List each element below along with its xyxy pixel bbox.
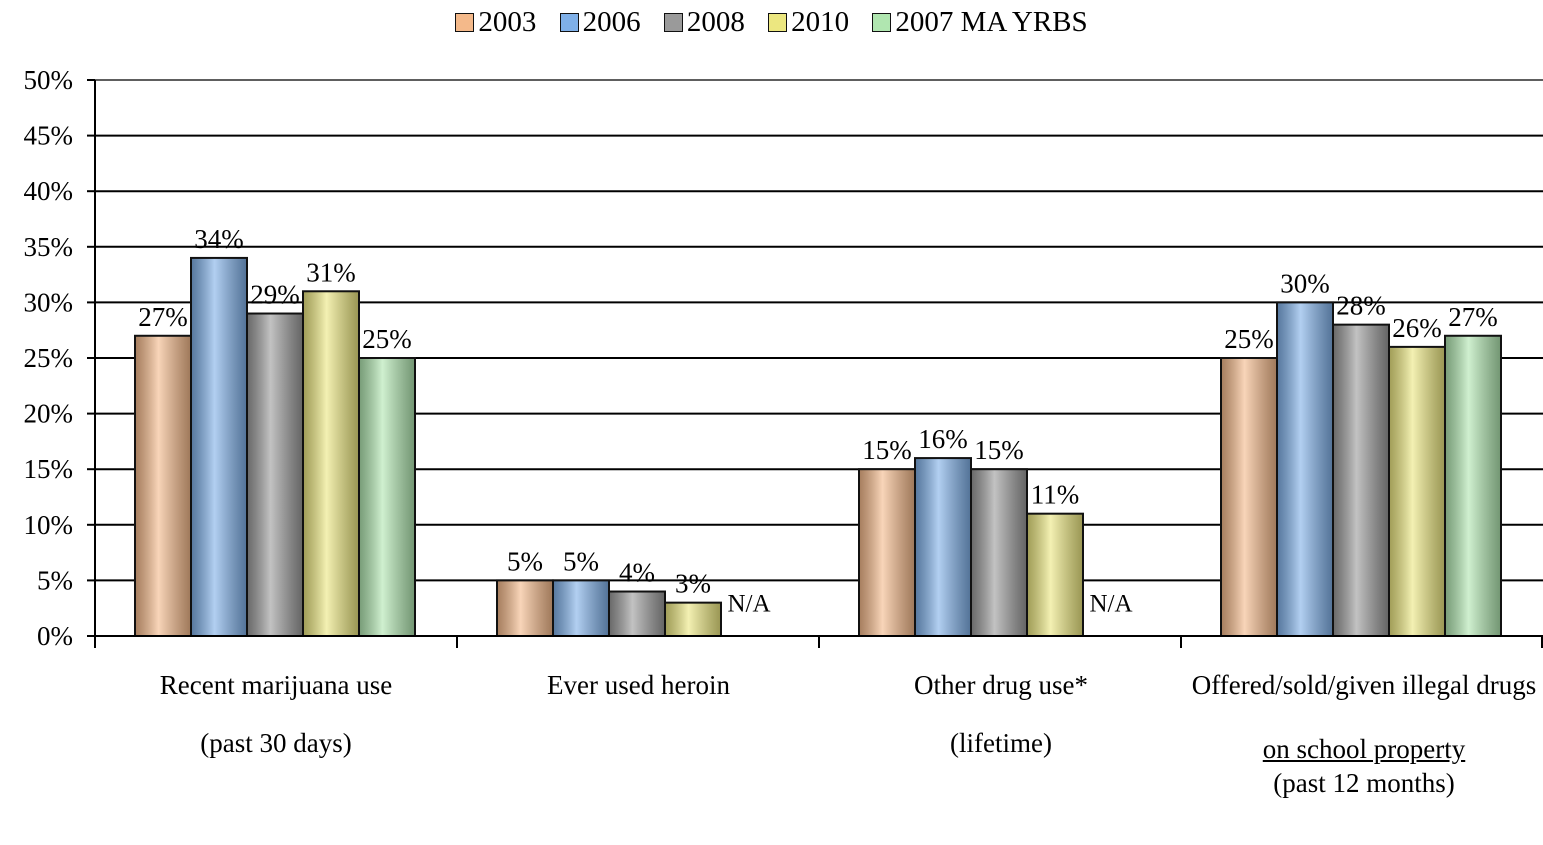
data-label: 5% [507,546,543,576]
legend-label-2008: 2008 [686,6,745,38]
category-label-ever-used-heroin: Ever used heroin [457,666,820,704]
y-tick-label: 5% [37,565,73,595]
y-tick-label: 30% [24,287,74,317]
data-label: 30% [1280,268,1330,298]
category-label-subline: (past 30 days) [200,728,352,758]
y-tick-label: 25% [24,343,74,373]
category-label-line: Recent marijuana use [159,670,393,700]
bar-outline [190,256,248,637]
legend-swatch-2003 [455,13,475,32]
data-label: 15% [862,435,912,465]
legend-label-2006: 2006 [582,6,641,38]
legend-label-2010: 2010 [791,6,850,38]
bar-outline [664,601,722,638]
category-label-recent-marijuana-use: Recent marijuana use (past 30 days) [95,666,457,762]
bar-outline [1026,512,1084,637]
bar-outline [358,357,416,637]
bar-outline [496,579,554,638]
y-tick-label: 45% [24,121,74,151]
y-tick-label: 40% [24,176,74,206]
na-label: N/A [1089,591,1132,618]
data-label: 28% [1336,291,1386,321]
legend-swatch-2007-ma-yrbs [872,13,892,32]
bar-outline [914,457,972,637]
legend-item-2010: 2010 [768,4,849,40]
bar-outline [134,334,192,637]
data-label: 27% [138,302,188,332]
bar-outline [1276,301,1334,637]
data-label: 16% [918,424,968,454]
category-label-subline: (past 12 months) [1273,768,1455,798]
bar-outline [858,468,916,638]
legend-item-2008: 2008 [663,4,745,40]
y-tick-label: 0% [37,621,73,651]
category-label-line: Ever used heroin [547,670,730,700]
bar-outline [608,590,666,638]
data-labels: 27% 5% 15% 25% 34% 5% 16% 30% 29% 4% 15% 28% 31% 3% 11… [138,224,1498,618]
category-label-subline: (lifetime) [950,728,1052,758]
bar-outline [1444,334,1502,637]
na-mask [705,583,819,649]
bars [134,256,1502,638]
data-label: 25% [1224,324,1274,354]
y-tick-label: 15% [24,454,74,484]
legend-item-2006: 2006 [559,4,641,40]
y-tick-label: 10% [24,510,74,540]
category-label-other-drug-use: Other drug use* (lifetime) [820,666,1182,762]
na-label: N/A [727,591,770,618]
bar-outline [1220,357,1278,637]
legend-item-2003: 2003 [455,4,536,40]
chart-legend: 2003 2006 2008 2010 2007 MA YRBS [0,4,1543,40]
y-tick-label: 20% [24,399,74,429]
na-mask [1067,583,1181,649]
legend-label-2003: 2003 [478,6,537,38]
legend-swatch-2006 [559,13,579,32]
data-label: 3% [675,569,711,599]
data-label: 27% [1448,302,1498,332]
data-label: 29% [250,280,300,310]
legend-label-2007-ma-yrbs: 2007 MA YRBS [895,6,1088,38]
bar-outline [970,468,1028,638]
category-label-offered-drugs: Offered/sold/given illegal drugs on scho… [1188,666,1540,800]
y-axis: 0% 5% 10% 15% 20% 25% 30% 35% 40% 45% 50% [24,65,95,651]
bar-outline [1332,323,1390,637]
bar-outline [302,290,360,637]
bar-outline [1388,345,1446,637]
category-label-line: Other drug use* [914,670,1088,700]
legend-item-2007-ma-yrbs: 2007 MA YRBS [872,4,1088,40]
bar-outline [552,579,610,638]
data-label: 25% [362,324,412,354]
category-label-line: Offered/sold/given illegal drugs [1191,670,1537,700]
data-label: 11% [1031,480,1080,510]
bar-outline [246,312,304,637]
category-label-subline-underlined: on school property [1262,734,1466,764]
legend-swatch-2008 [663,13,683,32]
x-axis [94,80,1543,648]
data-label: 26% [1392,313,1442,343]
data-label: 4% [619,558,655,588]
y-tick-label: 50% [24,65,74,95]
legend-swatch-2010 [768,13,788,32]
y-tick-label: 35% [24,232,74,262]
data-label: 31% [306,257,356,287]
data-label: 15% [974,435,1024,465]
data-label: 5% [563,546,599,576]
data-label: 34% [194,224,244,254]
